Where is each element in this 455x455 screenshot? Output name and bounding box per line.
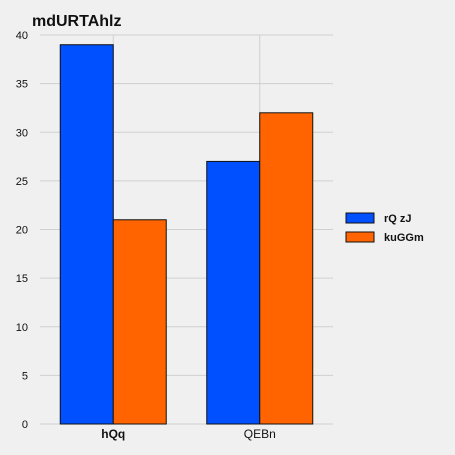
legend-label: rQ zJ — [384, 213, 412, 225]
bar-1-1 — [59, 44, 114, 425]
legend: rQ zJ kuGGm — [345, 212, 424, 244]
y-tick-label: 20 — [16, 225, 28, 237]
legend-swatch — [345, 231, 375, 243]
bar-1-2 — [206, 160, 261, 425]
x-axis: hQq QEBn — [101, 427, 276, 441]
legend-label: kuGGm — [384, 232, 424, 244]
legend-swatch — [345, 212, 375, 224]
x-tick-label: QEBn — [244, 427, 276, 441]
y-tick-label: 5 — [22, 370, 28, 382]
y-tick-label: 40 — [16, 30, 28, 42]
bar-2-2 — [259, 112, 314, 425]
y-tick-label: 15 — [16, 273, 28, 285]
y-tick-label: 25 — [16, 176, 28, 188]
y-tick-label: 0 — [22, 419, 28, 431]
bar-2-1 — [112, 219, 167, 425]
chart-title: mdURTAhlz — [32, 13, 121, 30]
bars — [59, 44, 314, 425]
x-tick-label: hQq — [101, 427, 125, 441]
y-axis: 0 5 10 15 20 25 30 35 40 — [16, 30, 28, 431]
y-tick-label: 30 — [16, 127, 28, 139]
y-tick-label: 35 — [16, 79, 28, 91]
y-tick-label: 10 — [16, 322, 28, 334]
